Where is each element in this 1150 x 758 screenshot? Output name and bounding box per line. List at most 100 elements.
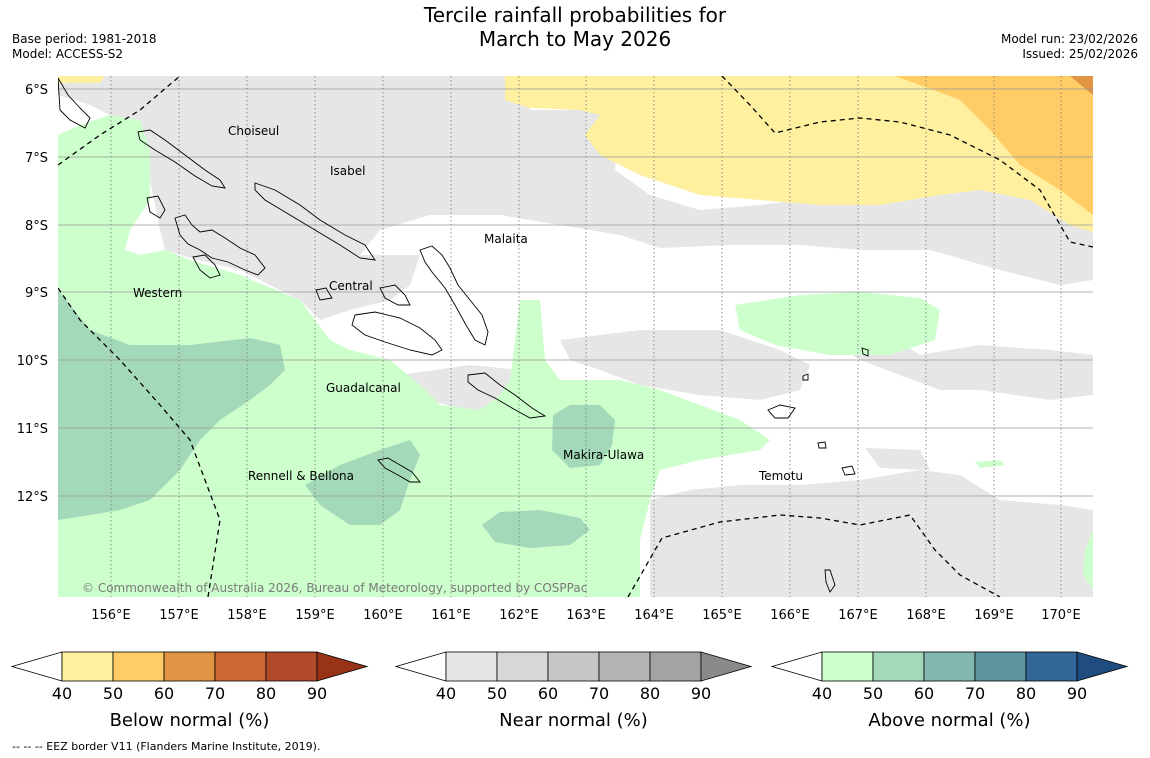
- province-label-temotu: Temotu: [758, 469, 803, 483]
- below-normal-region-north: [505, 76, 1093, 232]
- lon-label-168e: 168°E: [906, 608, 946, 623]
- model-name: Model: ACCESS-S2: [12, 47, 124, 61]
- below-normal-colorbar-label: Below normal (%): [110, 710, 270, 731]
- above-normal-colorbar-tick: 80: [1016, 684, 1036, 703]
- eez-border-nw: [58, 76, 181, 166]
- above-normal-colorbar-tick: 60: [914, 684, 934, 703]
- province-label-central: Central: [329, 279, 373, 293]
- lon-label-157e: 157°E: [159, 608, 199, 623]
- above-normal-region-main: [58, 115, 770, 597]
- island-vanikoro: [817, 441, 827, 449]
- lon-label-160e: 160°E: [363, 608, 403, 623]
- below-normal-50-northeast: [895, 76, 1093, 215]
- lon-label-156e: 156°E: [91, 608, 131, 623]
- below-normal-colorbar-segment: [163, 651, 216, 682]
- above-normal-colorbar-tick: 70: [965, 684, 985, 703]
- lat-label-12s: 12°S: [17, 490, 48, 505]
- lat-label-7s: 7°S: [25, 151, 48, 166]
- near-normal-colorbar-tick: 60: [538, 684, 558, 703]
- above-normal-50-west: [58, 290, 285, 520]
- below-normal-colorbar-segment: [112, 651, 165, 682]
- below-normal-colorbar-tick: 60: [154, 684, 174, 703]
- below-normal-colorbar-tick: 80: [256, 684, 276, 703]
- island-bougainville-tip: [58, 77, 91, 129]
- above-normal-50-south: [482, 510, 590, 548]
- near-normal-colorbar-label: Near normal (%): [499, 710, 648, 731]
- copyright-text: © Commonwealth of Australia 2026, Bureau…: [82, 581, 587, 595]
- island-malaita: [419, 245, 489, 346]
- island-choiseul: [137, 129, 226, 189]
- above-normal-colorbar-label: Above normal (%): [868, 710, 1030, 731]
- lon-label-164e: 164°E: [634, 608, 674, 623]
- near-normal-colorbar-tick: 40: [436, 684, 456, 703]
- near-normal-region-east: [560, 330, 810, 400]
- map: © Commonwealth of Australia 2026, Bureau…: [10, 76, 1129, 731]
- lon-label-162e: 162°E: [499, 608, 539, 623]
- above-normal-colorbar-over-arrow: [1076, 651, 1129, 682]
- above-normal-colorbar: 40 50 60 70 80 90 Above normal (%): [770, 651, 1129, 731]
- issued-date: Issued: 25/02/2026: [1022, 47, 1138, 61]
- eez-border-west: [58, 287, 221, 597]
- coastlines: [58, 77, 869, 593]
- longitude-gridlines: [110, 76, 1062, 597]
- above-normal-colorbar-segment: [821, 651, 874, 682]
- lon-label-158e: 158°E: [227, 608, 267, 623]
- lon-label-165e: 165°E: [702, 608, 742, 623]
- above-normal-region-east: [735, 292, 940, 355]
- above-normal-region-small-east: [975, 460, 1005, 468]
- island-isabel: [254, 182, 376, 261]
- near-normal-colorbar-tick: 50: [487, 684, 507, 703]
- below-normal-colorbar: 40 50 60 70 80 90 Below normal (%): [10, 651, 369, 731]
- eez-border-se: [627, 514, 1001, 597]
- island-ontong: [802, 373, 809, 381]
- eez-border-ne: [721, 76, 1093, 248]
- below-normal-colorbar-tick: 50: [103, 684, 123, 703]
- island-rennell: [377, 457, 421, 483]
- lon-label-170e: 170°E: [1041, 608, 1081, 623]
- near-normal-colorbar-segment: [547, 651, 600, 682]
- below-normal-colorbar-tick: 90: [307, 684, 327, 703]
- lat-label-8s: 8°S: [25, 219, 48, 234]
- lon-label-169e: 169°E: [974, 608, 1014, 623]
- province-label-makira-ulawa: Makira-Ulawa: [563, 448, 644, 462]
- below-normal-colorbar-tick: 40: [52, 684, 72, 703]
- island-vella-lavella: [146, 195, 166, 219]
- meta-left: Base period: 1981-2018 Model: ACCESS-S2: [12, 32, 157, 62]
- province-label-western: Western: [133, 286, 182, 300]
- lat-label-6s: 6°S: [25, 83, 48, 98]
- latitude-gridlines: [58, 88, 1093, 497]
- above-normal-region-se-edge: [1083, 530, 1093, 590]
- island-florida: [379, 284, 411, 306]
- latitude-labels: 6°S 7°S 8°S 9°S 10°S 11°S 12°S: [17, 83, 48, 505]
- map-field: © Commonwealth of Australia 2026, Bureau…: [58, 76, 1093, 597]
- near-normal-colorbar-segment: [649, 651, 702, 682]
- above-normal-colorbar-segment: [1025, 651, 1078, 682]
- near-normal-colorbar-tick: 70: [589, 684, 609, 703]
- below-normal-colorbar-segment: [61, 651, 114, 682]
- province-labels: Choiseul Isabel Malaita Western Central …: [133, 124, 803, 483]
- above-normal-colorbar-under-arrow: [770, 651, 823, 682]
- lat-label-10s: 10°S: [17, 354, 48, 369]
- near-normal-colorbar-over-arrow: [700, 651, 753, 682]
- above-normal-colorbar-tick: 50: [863, 684, 883, 703]
- province-label-isabel: Isabel: [330, 164, 365, 178]
- near-normal-colorbar-tick: 80: [640, 684, 660, 703]
- above-normal-50-makira: [552, 405, 615, 468]
- near-normal-region-southeast: [650, 470, 1093, 597]
- lat-label-11s: 11°S: [17, 422, 48, 437]
- province-label-rennell-bellona: Rennell & Bellona: [248, 469, 354, 483]
- title-line-2: March to May 2026: [478, 27, 672, 51]
- near-normal-colorbar-segment: [598, 651, 651, 682]
- island-makira: [467, 372, 547, 419]
- island-temotu-small: [841, 465, 856, 476]
- near-normal-colorbar: 40 50 60 70 80 90 Near normal (%): [394, 651, 753, 731]
- island-guadalcanal: [351, 311, 443, 356]
- below-normal-region-nw-edge: [58, 76, 105, 83]
- near-normal-colorbar-segment: [445, 651, 498, 682]
- title-line-1: Tercile rainfall probabilities for: [423, 3, 727, 27]
- near-normal-region-se-small: [865, 448, 930, 470]
- lat-label-9s: 9°S: [25, 286, 48, 301]
- below-normal-colorbar-segment: [214, 651, 267, 682]
- below-normal-colorbar-tick: 70: [205, 684, 225, 703]
- eez-borders: [58, 76, 1093, 597]
